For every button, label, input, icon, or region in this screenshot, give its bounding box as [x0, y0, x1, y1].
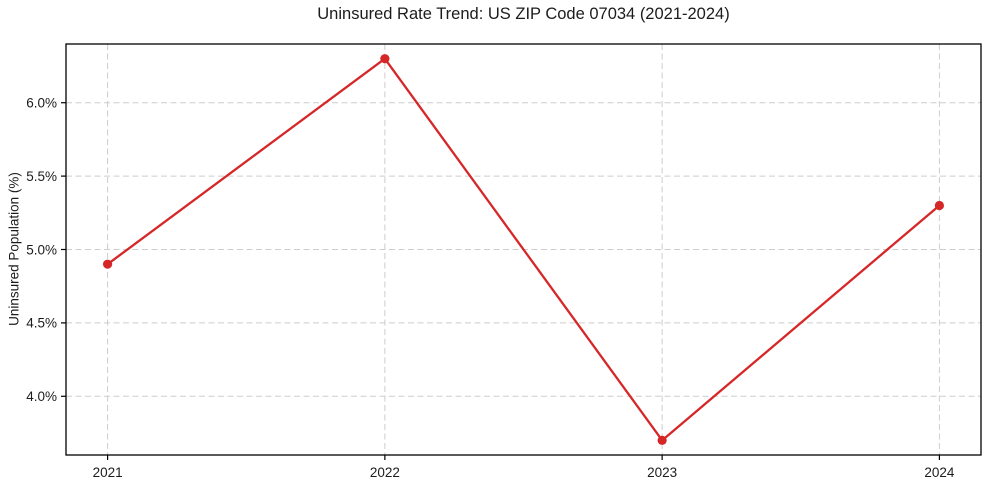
y-tick-label: 4.5% — [26, 316, 57, 331]
y-tick-label: 4.0% — [26, 389, 57, 404]
data-point — [102, 259, 113, 269]
chart-title: Uninsured Rate Trend: US ZIP Code 07034 … — [317, 5, 730, 23]
y-tick-label: 5.5% — [26, 169, 57, 184]
x-tick-label: 2022 — [370, 465, 400, 480]
data-point — [934, 200, 945, 211]
data-point — [657, 435, 667, 445]
y-tick-label: 6.0% — [26, 96, 57, 111]
x-tick-label: 2021 — [93, 465, 123, 480]
x-tick-label: 2024 — [924, 465, 955, 480]
x-tick-label: 2023 — [647, 465, 677, 480]
series-line — [106, 57, 941, 442]
y-tick-label: 5.0% — [26, 242, 57, 257]
data-point — [380, 54, 390, 64]
